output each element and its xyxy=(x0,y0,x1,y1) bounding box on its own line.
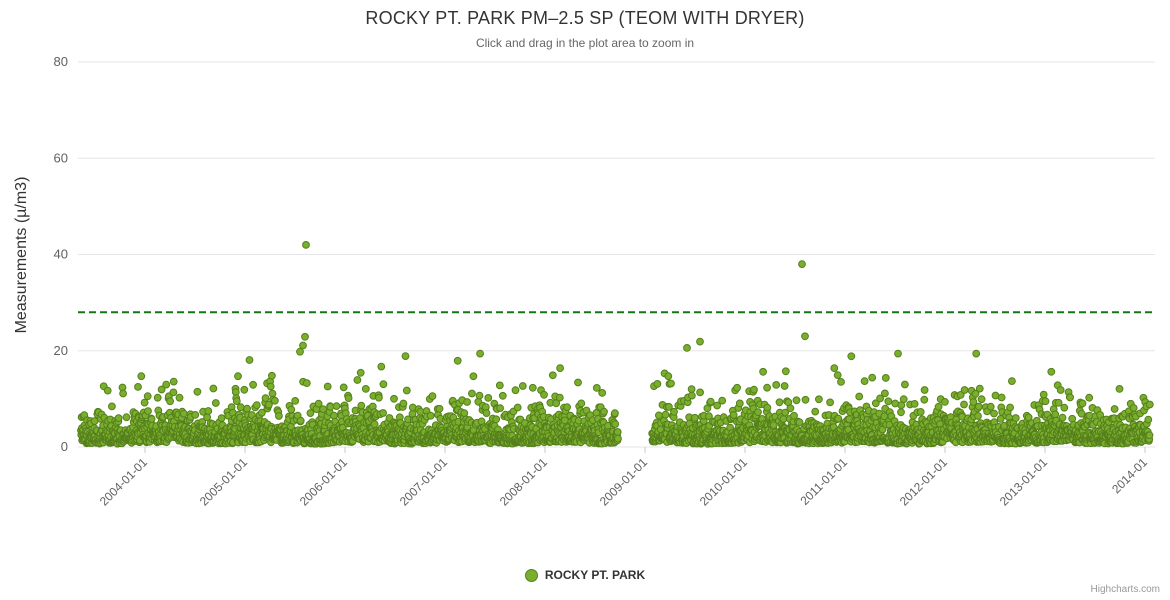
x-tick-label: 2012-01-01 xyxy=(897,455,951,509)
x-tick-label: 2004-01-01 xyxy=(97,455,151,509)
scatter-series[interactable] xyxy=(77,241,1154,448)
x-tick-label: 2008-01-01 xyxy=(497,455,551,509)
x-tick-label: 2006-01-01 xyxy=(297,455,351,509)
y-tick-label: 60 xyxy=(54,150,68,165)
chart-title: ROCKY PT. PARK PM–2.5 SP (TEOM WITH DRYE… xyxy=(365,8,805,28)
credits-link[interactable]: Highcharts.com xyxy=(1090,584,1160,595)
y-tick-label: 20 xyxy=(54,343,68,358)
x-tick-label: 2013-01-01 xyxy=(997,455,1051,509)
legend-item[interactable]: ROCKY PT. PARK xyxy=(0,568,1170,582)
y-tick-label: 0 xyxy=(61,439,68,454)
x-tick-label: 2007-01-01 xyxy=(397,455,451,509)
legend-label: ROCKY PT. PARK xyxy=(544,568,646,582)
x-tick-label: 2005-01-01 xyxy=(197,455,251,509)
y-tick-label: 80 xyxy=(54,54,68,69)
x-tick-label: 2011-01-01 xyxy=(797,455,850,508)
x-tick-label: 2010-01-01 xyxy=(697,455,751,509)
chart-subtitle: Click and drag in the plot area to zoom … xyxy=(475,36,695,50)
x-axis: 2004-01-01 2005-01-01 2006-01-01 2007-01-01… xyxy=(97,447,1150,509)
series-marker-icon xyxy=(524,568,538,582)
x-tick-label: 2009-01-01 xyxy=(597,455,651,509)
y-tick-label: 40 xyxy=(54,247,68,262)
x-tick-label: 2014-01 xyxy=(1109,455,1150,496)
